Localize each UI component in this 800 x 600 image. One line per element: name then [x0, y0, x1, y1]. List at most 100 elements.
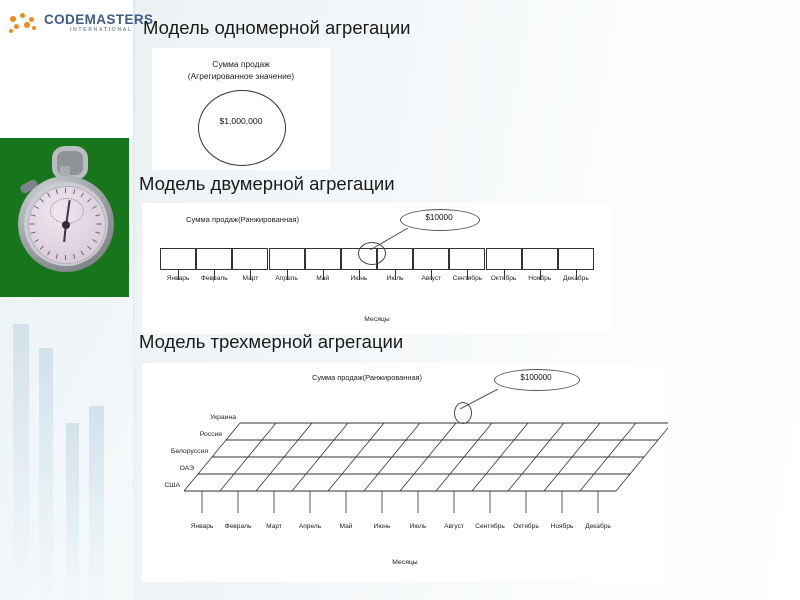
logo-dot-icon [9, 29, 13, 33]
diagram-one-title: Сумма продаж (Агрегированное значение) [152, 58, 330, 82]
mesh-line [543, 422, 601, 492]
logo-wordmark: CODEMASTERS [44, 12, 154, 27]
callout-value: $10000 [425, 213, 453, 222]
country-label: ОАЭ [179, 465, 194, 472]
month-tick [250, 270, 252, 280]
month-tick [178, 270, 180, 280]
month-tick [286, 270, 288, 280]
logo-whitespace [0, 46, 133, 138]
month-cell [449, 248, 486, 270]
month-cell [521, 248, 558, 270]
mesh-line [363, 422, 421, 492]
logo-dot-icon [29, 17, 34, 22]
diagram-two-title: Сумма продаж(Ранжированная) [186, 215, 300, 224]
stopwatch-tick-icon [96, 223, 102, 225]
stopwatch-tick-icon [29, 223, 35, 225]
month-label: Сентябрь [475, 523, 505, 530]
logo-dot-icon [14, 24, 19, 29]
month-label: Июнь [373, 523, 391, 530]
logo-dot-icon [20, 13, 25, 18]
logo-dot-icon [10, 16, 16, 22]
callout-ellipse [494, 369, 580, 391]
country-label: США [164, 482, 180, 489]
aggregate-value: $1,000,000 [219, 116, 263, 126]
month-tick [395, 270, 397, 280]
mesh-line [471, 422, 529, 492]
codemasters-logo: CODEMASTERS INTERNATIONAL [8, 12, 153, 38]
decorative-bar [39, 348, 53, 600]
month-cell [196, 248, 233, 270]
mesh-line [291, 422, 349, 492]
month-labels: ЯнварьФевральМартАпрельМайИюньИюльАвгуст… [150, 275, 604, 289]
mesh-line [327, 422, 385, 492]
diagram-one-title-line1: Сумма продаж [212, 59, 270, 69]
mesh-line [507, 422, 565, 492]
mesh-line [183, 422, 241, 492]
stopwatch-tick-icon [65, 188, 66, 193]
stopwatch-tick-icon [65, 255, 66, 260]
month-label: Март [266, 523, 282, 530]
heading-three-dimensional: Модель трехмерной агрегации [139, 331, 404, 352]
mesh-line [579, 422, 637, 492]
mesh-line [255, 422, 313, 492]
decorative-bar [13, 324, 29, 600]
month-cell [160, 248, 197, 270]
diagram-one-title-line2: (Агрегированное значение) [187, 71, 295, 81]
heading-one-dimensional: Модель одномерной агрегации [143, 17, 411, 38]
month-label: Февраль [224, 523, 252, 530]
stopwatch-stem-icon [60, 166, 70, 180]
month-tick [358, 270, 360, 280]
month-tick [467, 270, 469, 280]
diagram-one-dimensional: Сумма продаж (Агрегированное значение) $… [152, 48, 330, 170]
aggregate-circle [198, 90, 286, 166]
heading-two-dimensional: Модель двумерной агрегации [139, 173, 395, 194]
logo-subtitle: INTERNATIONAL [70, 27, 133, 33]
callout-ellipse [400, 209, 480, 231]
highlighted-cell-marker [454, 402, 472, 424]
month-label: Апрель [298, 523, 322, 530]
month-tick [322, 270, 324, 280]
month-tick [431, 270, 433, 280]
month-label: Декабрь [585, 523, 611, 530]
callout-value: $100000 [520, 373, 552, 382]
logo-block: CODEMASTERS INTERNATIONAL [0, 0, 153, 46]
diagram-two-dimensional: Сумма продаж(Ранжированная) $10000 Январ… [142, 203, 612, 334]
logo-dot-icon [24, 22, 30, 28]
stopwatch-center-pin [62, 221, 70, 229]
country-label: Белоруссия [170, 448, 208, 455]
month-tick [575, 270, 577, 280]
month-label: Май [339, 523, 353, 530]
month-labels: Январь Февраль Март Апрель Май Июнь Июль Август… [142, 523, 668, 537]
month-cell [485, 248, 522, 270]
mesh-line [399, 422, 457, 492]
decorative-bar [89, 406, 104, 600]
mesh-line [435, 422, 493, 492]
month-label: Август [444, 523, 464, 530]
month-cell [232, 248, 269, 270]
month-label: Январь [190, 523, 214, 530]
month-label: Октябрь [513, 523, 539, 530]
mesh-line [219, 422, 277, 492]
decorative-bar [66, 423, 79, 600]
sidebar-divider [133, 0, 135, 600]
logo-dot-icon [32, 26, 36, 30]
month-cell [413, 248, 450, 270]
highlighted-cell-marker [358, 242, 386, 265]
month-tick [214, 270, 216, 280]
country-month-mesh [183, 422, 668, 513]
month-label: Ноябрь [550, 523, 574, 530]
country-label: Украина [210, 414, 236, 421]
month-cell [268, 248, 305, 270]
axis-label-months: Месяцы [392, 559, 418, 566]
stopwatch-photo [0, 138, 129, 297]
diagram-three-dimensional: Сумма продаж(Ранжированная) $100000 Янва… [142, 363, 668, 582]
decorative-bar-chart [0, 300, 133, 600]
month-tick [503, 270, 505, 280]
month-cell [557, 248, 594, 270]
month-tick [539, 270, 541, 280]
stopwatch-bow-icon [52, 146, 88, 180]
axis-label-months: Месяцы [364, 316, 390, 323]
month-label: Июль [409, 523, 427, 530]
country-label: Россия [199, 431, 222, 438]
diagram-three-title: Сумма продаж(Ранжированная) [312, 373, 423, 382]
